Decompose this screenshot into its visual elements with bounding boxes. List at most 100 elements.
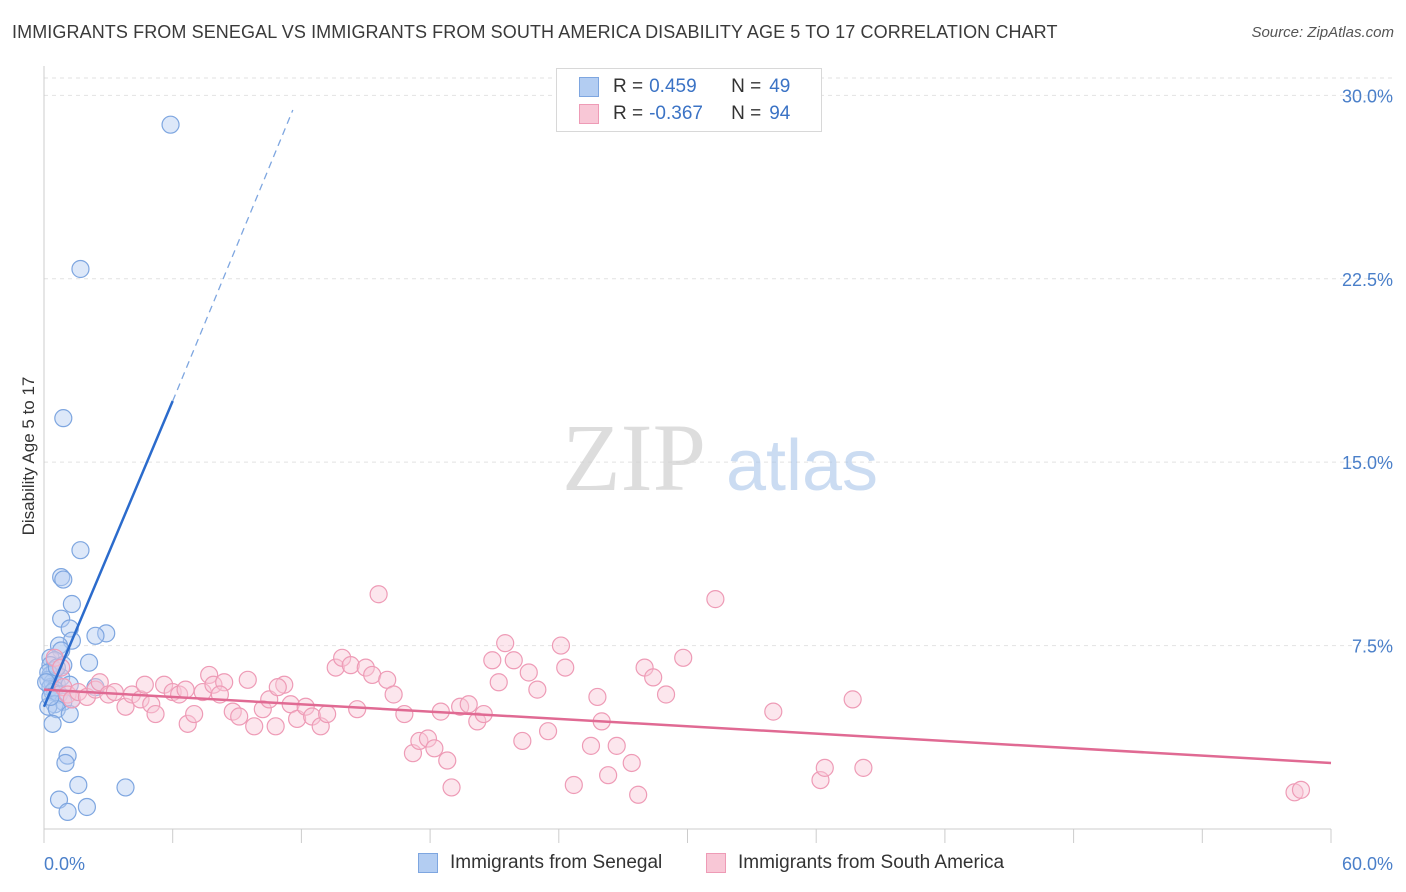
- south-america-point: [459, 695, 478, 714]
- south-america-point: [296, 697, 315, 716]
- x-tick-label: 60.0%: [1342, 854, 1393, 874]
- south-america-point: [629, 785, 648, 804]
- senegal-point: [71, 541, 90, 560]
- south-america-point: [135, 675, 154, 694]
- legend-n-label: N =: [731, 76, 762, 97]
- south-america-point: [854, 758, 873, 777]
- south-america-point: [238, 670, 257, 689]
- south-america-point: [519, 663, 538, 682]
- legend-row-south-america: R = -0.367 N = 94: [579, 101, 790, 127]
- south-america-point: [204, 675, 223, 694]
- south-america-point: [764, 702, 783, 721]
- south-america-point: [438, 751, 457, 770]
- y-tick-label: 30.0%: [1342, 86, 1393, 106]
- south-america-point: [363, 665, 382, 685]
- legend-r-value: 0.459: [649, 76, 697, 97]
- south-america-point: [538, 722, 558, 741]
- legend-n-value: 49: [769, 76, 791, 97]
- south-america-point: [425, 739, 444, 758]
- south-america-point: [326, 658, 345, 677]
- tick-labels: 7.5% 15.0% 22.5% 30.0% 0.0% 60.0%: [44, 86, 1393, 874]
- senegal-point: [77, 797, 97, 817]
- senegal-point: [86, 626, 105, 645]
- senegal-points: [37, 115, 180, 821]
- south-america-point: [230, 707, 249, 726]
- south-america-point: [268, 678, 287, 697]
- south-america-point: [348, 700, 367, 719]
- senegal-trend-extension: [172, 109, 294, 402]
- senegal-point: [62, 594, 81, 614]
- south-america-point: [45, 648, 64, 667]
- south-america-point: [146, 704, 165, 724]
- south-america-point: [556, 658, 575, 677]
- south-america-point: [622, 753, 641, 773]
- south-america-point: [178, 714, 197, 733]
- south-america-point: [656, 685, 676, 704]
- senegal-trend-line: [42, 400, 174, 708]
- senegal-point: [43, 714, 62, 733]
- south-america-point: [395, 704, 414, 724]
- senegal-point: [58, 746, 77, 765]
- chart-title: IMMIGRANTS FROM SENEGAL VS IMMIGRANTS FR…: [12, 22, 1058, 42]
- legend-r-label: R =: [613, 103, 644, 124]
- series-label-south-america: Immigrants from South America: [738, 852, 1005, 873]
- south-america-point: [564, 775, 583, 795]
- south-america-point: [815, 758, 834, 777]
- south-america-point: [369, 585, 388, 604]
- south-america-point: [245, 717, 264, 736]
- south-america-point: [528, 680, 547, 699]
- south-america-point: [513, 731, 532, 751]
- south-america-point: [266, 717, 285, 736]
- stats-legend: R = 0.459 N = 49 R = -0.367 N = 94: [556, 68, 822, 132]
- legend-swatch-south-america: [579, 104, 599, 124]
- senegal-point: [69, 775, 88, 795]
- source-label: Source: ZipAtlas.com: [1251, 24, 1394, 41]
- x-tick-label: 0.0%: [44, 854, 85, 874]
- south-america-point: [442, 778, 461, 797]
- senegal-point: [56, 753, 75, 773]
- senegal-point: [97, 624, 116, 643]
- south-america-point: [489, 673, 508, 692]
- south-america-point: [253, 700, 272, 719]
- south-america-point: [176, 680, 195, 699]
- legend-r-value: -0.367: [649, 103, 703, 124]
- south-america-trend-line: [43, 688, 1332, 765]
- senegal-point: [60, 704, 79, 724]
- series-legend-senegal: Immigrants from Senegal: [418, 852, 662, 874]
- trend-lines: [42, 109, 1332, 765]
- south-america-point: [356, 658, 375, 677]
- legend-row-senegal: R = 0.459 N = 49: [579, 74, 790, 100]
- south-america-point: [706, 590, 725, 609]
- south-america-point: [551, 636, 571, 655]
- south-america-point: [607, 736, 626, 755]
- y-tick-label: 22.5%: [1342, 270, 1393, 290]
- y-tick-label: 15.0%: [1342, 453, 1393, 473]
- legend-r-label: R =: [613, 76, 644, 97]
- watermark-zip: ZIP: [562, 404, 706, 511]
- south-america-points: [45, 585, 1311, 804]
- series-legend-south-america: Immigrants from South America: [706, 852, 1004, 874]
- south-america-point: [418, 729, 438, 748]
- legend-n-value: 94: [769, 103, 791, 124]
- south-america-point: [504, 651, 523, 670]
- south-america-point: [599, 766, 618, 785]
- watermark: ZIP atlas: [562, 404, 878, 511]
- south-america-point: [674, 648, 693, 667]
- watermark-atlas: atlas: [726, 426, 878, 506]
- south-america-point: [496, 634, 515, 653]
- senegal-point: [54, 570, 73, 589]
- south-america-point: [185, 704, 204, 724]
- series-legend: Immigrants from Senegal Immigrants from …: [0, 852, 1406, 878]
- y-tick-label: 7.5%: [1352, 637, 1393, 657]
- south-america-point: [1291, 780, 1311, 799]
- south-america-point: [341, 656, 360, 675]
- series-label-senegal: Immigrants from Senegal: [450, 852, 663, 873]
- senegal-point: [161, 115, 180, 134]
- series-swatch-south-america: [706, 853, 726, 873]
- grid-lines: [44, 77, 1394, 647]
- senegal-point: [54, 409, 73, 428]
- series-swatch-senegal: [418, 853, 438, 873]
- legend-swatch-senegal: [579, 77, 599, 97]
- south-america-point: [483, 651, 502, 670]
